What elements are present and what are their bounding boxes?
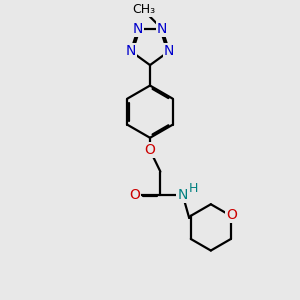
Text: N: N (126, 44, 136, 58)
Text: N: N (133, 22, 143, 36)
Text: N: N (178, 188, 188, 202)
Text: CH₃: CH₃ (132, 3, 155, 16)
Text: O: O (226, 208, 237, 222)
Text: H: H (189, 182, 198, 195)
Text: O: O (145, 143, 155, 157)
Text: O: O (129, 188, 140, 202)
Text: N: N (157, 22, 167, 36)
Text: N: N (164, 44, 174, 58)
